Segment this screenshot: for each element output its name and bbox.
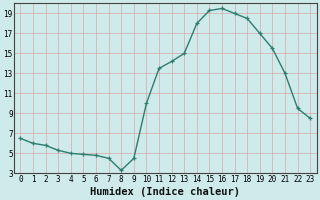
X-axis label: Humidex (Indice chaleur): Humidex (Indice chaleur) xyxy=(90,186,240,197)
